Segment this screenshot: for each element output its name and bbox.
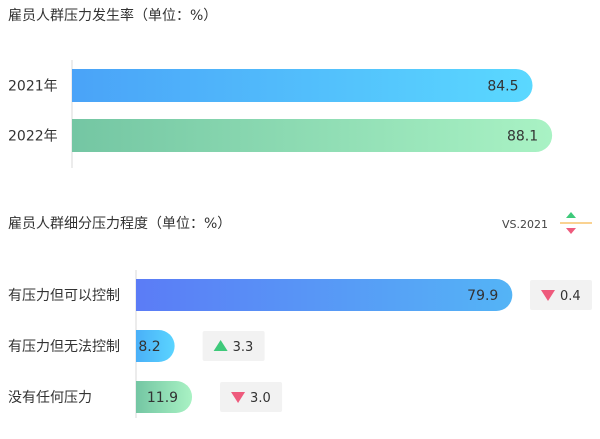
chart1-category-label: 2022年 xyxy=(8,129,58,145)
chart1-bar xyxy=(72,119,553,152)
comparison-label: VS.2021 xyxy=(502,218,548,231)
chart2-category-label: 有压力但无法控制 xyxy=(8,339,120,355)
chart2-value-label: 11.9 xyxy=(147,390,178,406)
chart2-bar xyxy=(136,381,193,413)
comparison-legend-icon xyxy=(560,212,592,234)
chart1-category-label: 2021年 xyxy=(8,79,58,95)
chart1-title: 雇员人群压力发生率（单位：%） xyxy=(8,7,217,24)
chart1-bar xyxy=(72,69,533,102)
chart2-bar xyxy=(136,279,513,311)
chart2-value-label: 8.2 xyxy=(138,339,160,355)
change-badge: 3.3 xyxy=(202,331,265,361)
change-value-label: 3.0 xyxy=(250,391,271,406)
change-badge: 3.0 xyxy=(220,382,283,412)
chart2-category-label: 没有任何压力 xyxy=(8,390,92,406)
decrease-arrow-icon xyxy=(231,392,246,403)
change-value-label: 3.3 xyxy=(233,340,254,355)
chart2-title: 雇员人群细分压力程度（单位：%） xyxy=(8,215,231,232)
chart1-value-label: 88.1 xyxy=(507,129,538,145)
change-badge: 0.4 xyxy=(530,280,592,310)
decrease-arrow-icon xyxy=(541,290,555,301)
increase-arrow-icon xyxy=(213,340,228,351)
change-value-label: 0.4 xyxy=(560,289,581,304)
chart1-value-label: 84.5 xyxy=(487,79,518,95)
chart2-category-label: 有压力但可以控制 xyxy=(8,288,120,304)
chart2-value-label: 79.9 xyxy=(467,288,498,304)
chart2-bar xyxy=(136,330,175,362)
